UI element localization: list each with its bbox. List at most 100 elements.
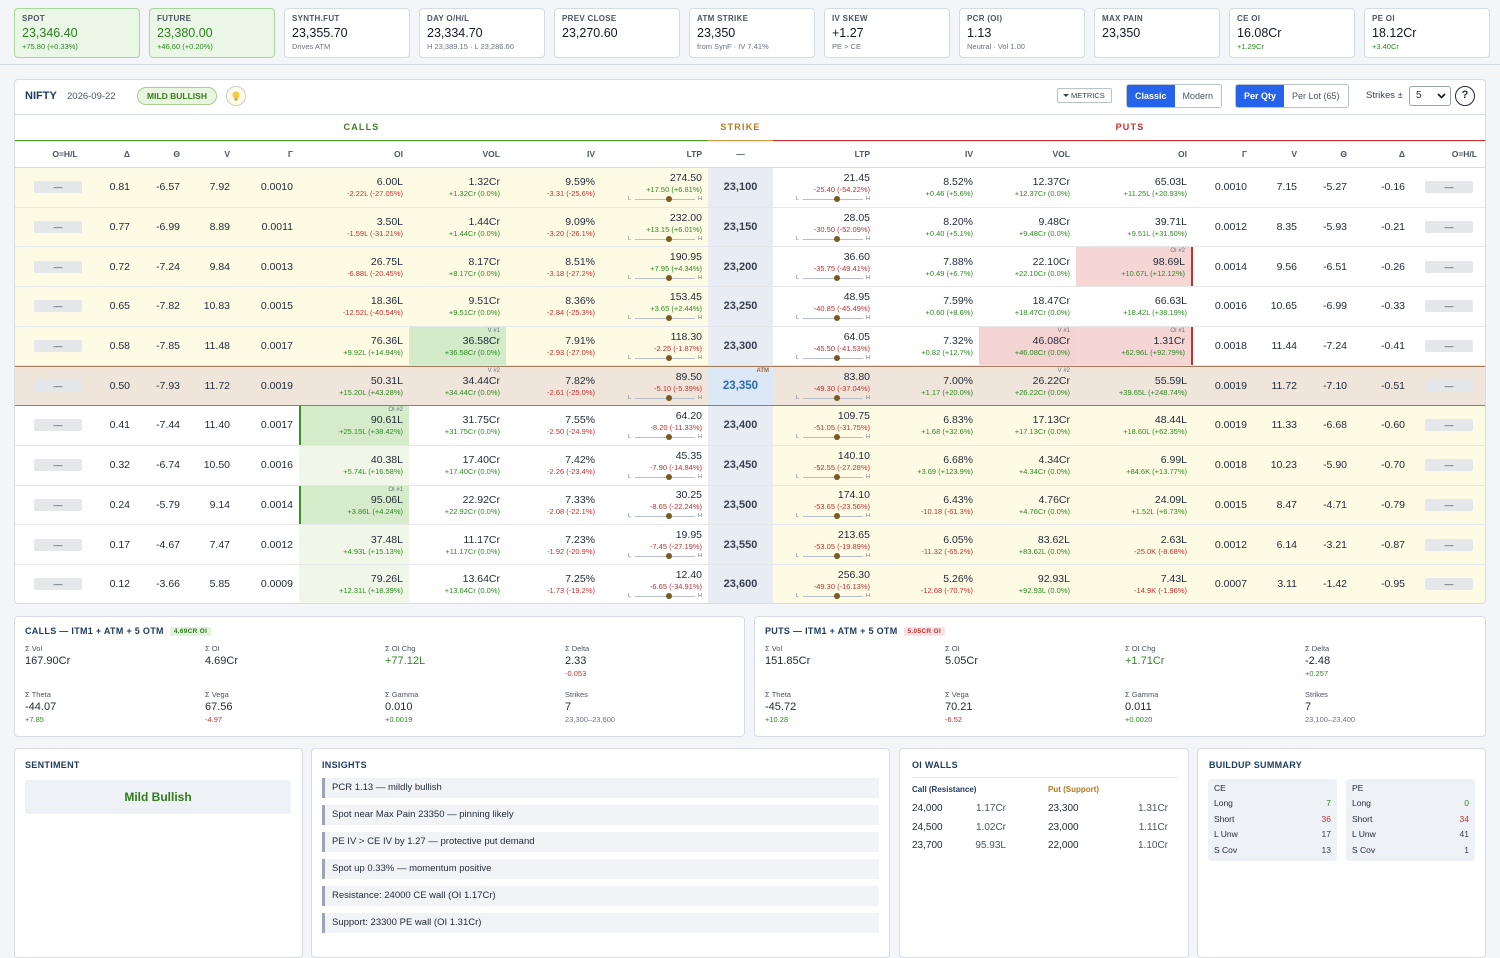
range-track (803, 516, 863, 518)
iv-value: 9.59% (565, 176, 595, 189)
iv-change: +0.60 (+8.6%) (925, 308, 973, 318)
chain-row: — 0.12 -3.66 5.85 0.0009 79.26L +12.31L (+18.3… (15, 564, 1485, 603)
cell-oi: 24.09L +1.52L (+6.73%) (1076, 485, 1193, 525)
ltp-value: 30.25 (675, 489, 702, 502)
oi-value: 40.38L (370, 454, 403, 467)
oi-walls-panel: OI WALLS Call (Resistance) Put (Support)… (899, 748, 1189, 958)
insight-button[interactable] (226, 86, 246, 106)
iv-change: -2.84 (-25.3%) (547, 308, 595, 318)
help-button[interactable]: ? (1455, 86, 1475, 106)
strike-value: 23,350 (722, 380, 759, 393)
ltp-change: -49.30 (-37.04%) (813, 383, 870, 393)
delta-value: 0.17 (109, 538, 130, 551)
oi-change: +3.86L (+4.24%) (347, 506, 403, 516)
ltp-value: 64.20 (675, 409, 702, 422)
stat-label: Σ Gamma (385, 690, 419, 699)
theta-value: -7.85 (156, 340, 180, 353)
range-high: H (866, 394, 870, 401)
stat-card: SYNTH.FUT 23,355.70 Drives ATM (284, 8, 410, 58)
cell-theta: -7.82 (136, 287, 186, 326)
vol-value: 12.37Cr (1032, 176, 1070, 189)
unit-option[interactable]: Per Qty (1236, 85, 1285, 107)
delta-value: 0.81 (109, 181, 130, 194)
vol-change: +92.93L (0.0%) (1018, 586, 1070, 596)
vol-value: 22.10Cr (1032, 255, 1070, 268)
range-marker (666, 314, 673, 321)
summary-stat: Σ Delta -2.48 +0.257 (1305, 644, 1475, 678)
card-label: SYNTH.FUT (292, 14, 340, 23)
buildup-label: L Unw (1214, 829, 1238, 839)
oi-change: +84.6K (+13.77%) (1126, 467, 1187, 477)
strike-value: 23,200 (723, 260, 758, 273)
buildup-row: L Unw 41 (1352, 827, 1469, 843)
iv-change: +0.82 (+12.7%) (921, 348, 973, 358)
ltp-value: 256.30 (837, 568, 870, 581)
unit-option[interactable]: Per Lot (65) (1292, 91, 1340, 101)
chain-row: — 0.81 -6.57 7.92 0.0010 6.00L -2.22L (-27.05%… (15, 168, 1485, 208)
strikes-select[interactable]: 5 (1409, 86, 1451, 106)
group-name: CE (1214, 783, 1226, 793)
card-sub: +75.80 (+0.33%) (22, 42, 78, 51)
iv-change: -1.73 (-19.2%) (547, 586, 595, 596)
wall-cell: 1.11Cr (1138, 821, 1168, 833)
stat-card: MAX PAIN 23,350 (1094, 8, 1220, 58)
view-option[interactable]: Classic (1127, 85, 1175, 107)
stat-label: Σ OI (945, 644, 960, 653)
card-sub: +1.29Cr (1237, 42, 1264, 51)
cell-theta: -6.99 (136, 207, 186, 247)
cell-delta: 0.12 (101, 565, 136, 603)
cell-delta: 0.17 (101, 525, 136, 564)
cell-iv: 8.51% -3.18 (-27.2%) (506, 247, 601, 287)
ltp-change: +7.95 (+4.34%) (650, 264, 702, 274)
iv-change: -2.61 (-25.0%) (547, 388, 595, 398)
stat-sub: +0.257 (1305, 669, 1329, 678)
gamma-value: 0.0010 (1214, 181, 1247, 194)
vol-change: +17.40Cr (0.0%) (444, 467, 500, 477)
cell-iv: 7.25% -1.73 (-19.2%) (506, 565, 601, 603)
card-sub: +3.40Cr (1372, 42, 1399, 51)
oi-change: +12.31L (+18.39%) (339, 586, 403, 596)
oi-value: 65.03L (1154, 176, 1187, 189)
view-option[interactable]: Modern (1182, 91, 1214, 101)
iv-change: -2.93 (-27.0%) (547, 348, 595, 358)
stat-sub: +10.28 (765, 715, 789, 724)
wall-header: Call (Resistance) (912, 785, 977, 794)
cell-oi: 1.31Cr +62.96L (+92.79%) OI #1 (1076, 326, 1193, 366)
card-value: 23,346.40 (22, 26, 78, 40)
buildup-label: Short (1352, 813, 1373, 824)
metrics-button[interactable]: METRICS (1057, 88, 1112, 103)
range-track (803, 476, 863, 478)
cell-delta: 0.24 (101, 486, 136, 525)
delta-value: 0.58 (109, 340, 130, 353)
rank-tag: OI #2 (388, 407, 403, 414)
range-low: L (796, 394, 800, 401)
summary-stat: Σ OI 4.69Cr (205, 644, 375, 667)
insight-item: Resistance: 24000 CE wall (OI 1.17Cr) (322, 886, 879, 906)
ohl-box: — (1425, 340, 1473, 353)
cell-delta: -0.21 (1353, 208, 1411, 247)
iv-change: -1.92 (-20.9%) (547, 546, 595, 556)
cell-vega: 11.44 (1253, 327, 1303, 366)
buildup-group: CE Long 7 Short 36 L Unw 17 S Cov 13 (1208, 779, 1337, 861)
range-track (803, 238, 863, 240)
card-sub: PE > CE (832, 42, 861, 51)
summary-stat: Σ Delta 2.33 -0.053 (565, 644, 735, 678)
delta-value: -0.70 (1381, 459, 1405, 472)
cell-vol: 17.13Cr +17.13Cr (0.0%) (979, 406, 1076, 445)
cell-theta: -1.42 (1303, 564, 1353, 603)
range-track (635, 198, 695, 200)
stat-sub: -0.053 (565, 669, 587, 678)
cell-iv: 6.43% -10.18 (-61.3%) (876, 485, 979, 525)
range-marker (666, 235, 673, 242)
range-track (635, 238, 695, 240)
card-sub: +46.60 (+0.20%) (157, 42, 213, 51)
summary-title: PUTS — ITM1 + ATM + 5 OTM 5.05CR OI (765, 626, 945, 636)
vol-change: +9.48Cr (0.0%) (1018, 229, 1070, 239)
iv-value: 7.25% (565, 573, 595, 586)
card-label: MAX PAIN (1102, 14, 1143, 23)
cell-oi: 18.36L -12.52L (-40.54%) (299, 287, 409, 326)
cell-ltp: 45.35 -7.90 (-14.84%) L H (601, 446, 708, 485)
cell-vol: 18.47Cr +18.47Cr (0.0%) (979, 287, 1076, 326)
range-high: H (698, 433, 702, 440)
delta-value: 0.41 (109, 419, 130, 432)
